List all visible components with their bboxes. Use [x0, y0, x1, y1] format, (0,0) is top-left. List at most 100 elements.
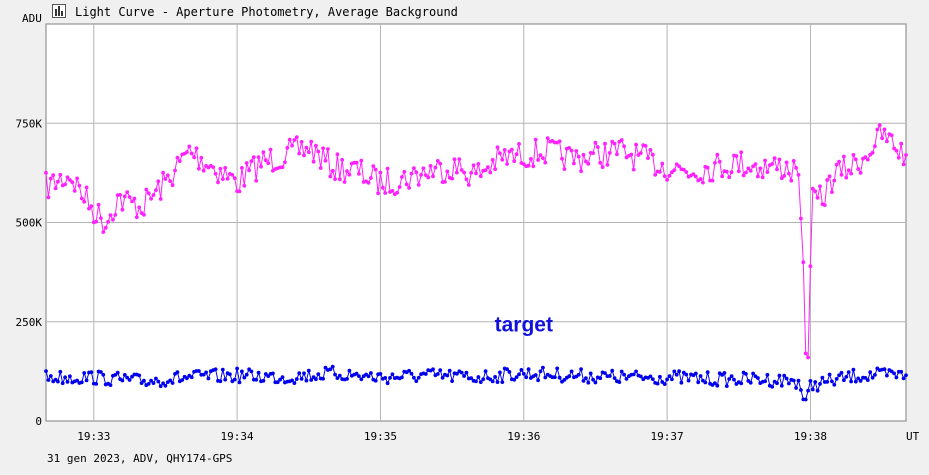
data-point [858, 171, 863, 175]
data-point [165, 173, 170, 178]
data-point [103, 225, 108, 230]
data-point [149, 196, 154, 201]
data-point [151, 193, 156, 197]
data-point [130, 374, 134, 379]
data-point [297, 151, 302, 156]
data-point [853, 379, 858, 384]
data-point [170, 381, 175, 385]
data-point [58, 369, 63, 374]
data-point [796, 378, 801, 383]
data-point [650, 152, 655, 157]
data-point [758, 166, 763, 171]
data-point [483, 369, 488, 374]
data-point [789, 178, 794, 183]
data-point [581, 379, 586, 383]
data-point [490, 379, 495, 384]
data-point [70, 180, 75, 185]
data-point [108, 383, 113, 387]
data-point [132, 196, 137, 201]
data-point [256, 370, 261, 375]
data-point [744, 372, 748, 376]
data-point [889, 133, 894, 138]
data-point [576, 372, 581, 377]
data-point [476, 162, 481, 166]
data-point [378, 372, 383, 376]
data-point [345, 377, 349, 381]
data-point [643, 144, 648, 148]
data-point [844, 175, 849, 180]
data-point [199, 155, 204, 160]
data-point [137, 373, 142, 378]
data-point [404, 182, 409, 187]
data-point [896, 155, 901, 160]
data-point [51, 173, 56, 178]
data-point [316, 149, 321, 154]
data-point [412, 375, 416, 380]
data-point [772, 156, 777, 161]
data-point [423, 173, 428, 178]
data-point [204, 370, 209, 375]
data-point [79, 196, 84, 201]
data-point [474, 379, 478, 384]
data-point [328, 367, 333, 372]
data-point [853, 157, 858, 162]
data-point [591, 151, 595, 156]
data-point [290, 143, 294, 148]
data-point [646, 156, 650, 161]
data-point [598, 376, 603, 381]
data-point [665, 178, 669, 182]
data-point [746, 166, 751, 171]
data-point [703, 380, 708, 385]
data-point [440, 375, 445, 380]
data-point [877, 123, 882, 128]
data-point [593, 380, 598, 385]
data-point [292, 381, 297, 385]
data-point [261, 378, 266, 383]
data-point [82, 371, 87, 375]
data-point [584, 376, 588, 380]
data-point [803, 351, 808, 356]
data-point [677, 164, 681, 169]
data-point [622, 372, 626, 377]
data-point [63, 182, 67, 187]
data-point [588, 371, 593, 376]
data-point [724, 384, 729, 388]
data-point [722, 371, 727, 375]
data-point [552, 375, 557, 380]
data-point [832, 382, 837, 387]
data-point [462, 170, 466, 175]
data-point [299, 140, 304, 144]
data-point [865, 157, 870, 162]
data-point [158, 384, 163, 389]
light-curve-icon[interactable] [52, 4, 66, 18]
data-point [541, 365, 545, 370]
data-point [839, 172, 844, 177]
data-point [624, 377, 629, 381]
data-point [223, 166, 228, 170]
data-point [230, 173, 235, 177]
data-point [137, 205, 142, 210]
data-point [815, 388, 820, 393]
data-point [753, 162, 758, 167]
data-point [158, 197, 163, 201]
data-point [268, 147, 273, 152]
data-point [517, 372, 521, 377]
data-point [445, 373, 450, 378]
data-point [201, 372, 206, 377]
data-point [299, 377, 304, 381]
data-point [612, 141, 617, 146]
data-point [426, 175, 431, 180]
data-point [316, 372, 321, 376]
data-point [99, 216, 103, 221]
data-point [335, 152, 340, 157]
data-point [882, 127, 887, 132]
data-point [765, 372, 770, 377]
data-point [693, 174, 698, 179]
data-point [366, 374, 371, 379]
data-point [249, 369, 254, 374]
data-point [266, 161, 271, 166]
data-point [763, 379, 767, 384]
y-tick-label: 750K [16, 117, 43, 130]
data-point [827, 372, 832, 377]
